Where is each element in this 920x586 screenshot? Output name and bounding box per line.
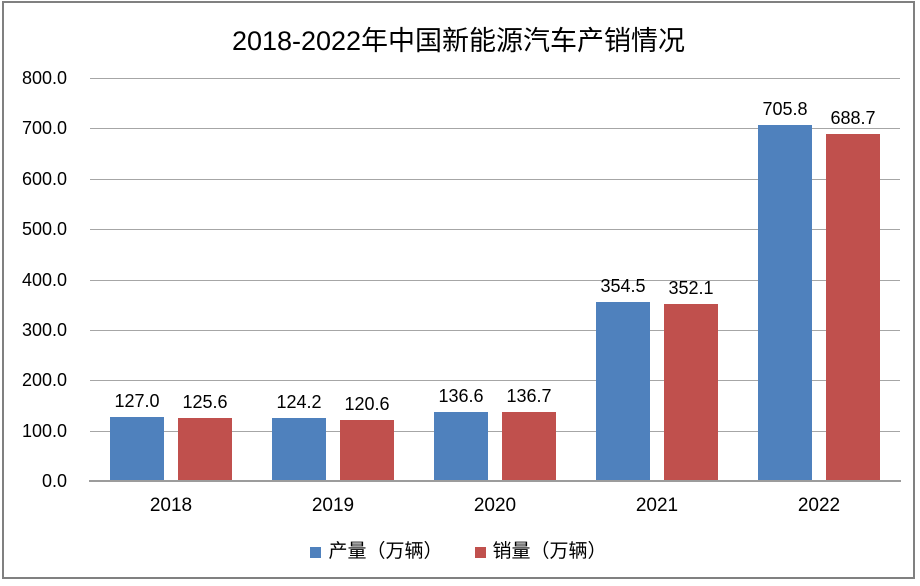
bar-2020-series-1 (502, 412, 556, 481)
bar-value-label: 705.8 (762, 99, 808, 120)
legend-swatch-icon (310, 546, 322, 558)
bar-2020-series-0 (434, 412, 488, 481)
y-tick-label: 300.0 (21, 319, 67, 340)
bar-value-label: 124.2 (276, 392, 322, 413)
bar-2019-series-1 (340, 420, 394, 481)
y-tick-label: 800.0 (21, 68, 67, 88)
bar-2022-series-0 (758, 125, 812, 481)
bar-2019-series-0 (272, 418, 326, 481)
gridline (90, 78, 900, 79)
bar-2018-series-1 (178, 417, 232, 481)
bar-value-label: 688.7 (830, 108, 876, 129)
plot-area: 127.0 125.6 124.2 120.6 136.6 136.7 354.5 352.1… (89, 78, 901, 482)
gridline (90, 178, 900, 180)
legend-label: 销量（万辆） (492, 541, 607, 562)
bar-2022-series-1 (826, 134, 880, 481)
bar-value-label: 354.5 (600, 276, 646, 297)
x-tick-label-2018: 2018 (149, 495, 193, 516)
bar-value-label: 120.6 (344, 394, 390, 415)
bar-value-label: 136.6 (438, 386, 484, 407)
x-axis-line (89, 480, 901, 482)
legend-item-1: 销量（万辆） (474, 540, 607, 564)
bar-2021-series-0 (596, 302, 650, 481)
y-tick-label: 100.0 (21, 420, 67, 441)
x-tick-label-2020: 2020 (473, 495, 517, 516)
legend-swatch-icon (474, 546, 486, 558)
legend: 产量（万辆） 销量（万辆） (4, 540, 913, 564)
chart-frame: 2018-2022年中国新能源汽车产销情况 127.0 125.6 124.2 120… (2, 1, 915, 579)
gridline (90, 279, 900, 281)
gridline (90, 430, 900, 432)
y-tick-label: 400.0 (21, 269, 67, 290)
y-tick-label: 600.0 (21, 168, 67, 189)
legend-item-0: 产量（万辆） (310, 540, 443, 564)
x-tick-label-2019: 2019 (311, 495, 355, 516)
bar-2018-series-0 (110, 417, 164, 481)
y-axis-labels: 0.0 100.0 200.0 300.0 400.0 500.0 600.0 700.0 80… (4, 68, 67, 491)
y-tick-label: 200.0 (21, 370, 67, 391)
y-tick-label: 0.0 (41, 471, 67, 491)
x-axis-labels: 2018 2019 2020 2021 2022 (90, 494, 900, 520)
y-tick-label: 500.0 (21, 219, 67, 240)
gridline (90, 229, 900, 231)
bar-value-label: 136.7 (506, 386, 552, 407)
gridline (90, 329, 900, 331)
bar-value-label: 352.1 (668, 277, 714, 298)
gridline (90, 380, 900, 382)
y-tick-label: 700.0 (21, 118, 67, 139)
legend-label: 产量（万辆） (328, 541, 443, 562)
bar-value-label: 127.0 (114, 391, 160, 412)
bar-value-label: 125.6 (182, 391, 228, 412)
chart-title: 2018-2022年中国新能源汽车产销情况 (231, 26, 686, 56)
x-tick-label-2022: 2022 (797, 495, 841, 516)
gridline (90, 128, 900, 130)
bar-2021-series-1 (664, 303, 718, 481)
x-tick-label-2021: 2021 (635, 495, 679, 516)
